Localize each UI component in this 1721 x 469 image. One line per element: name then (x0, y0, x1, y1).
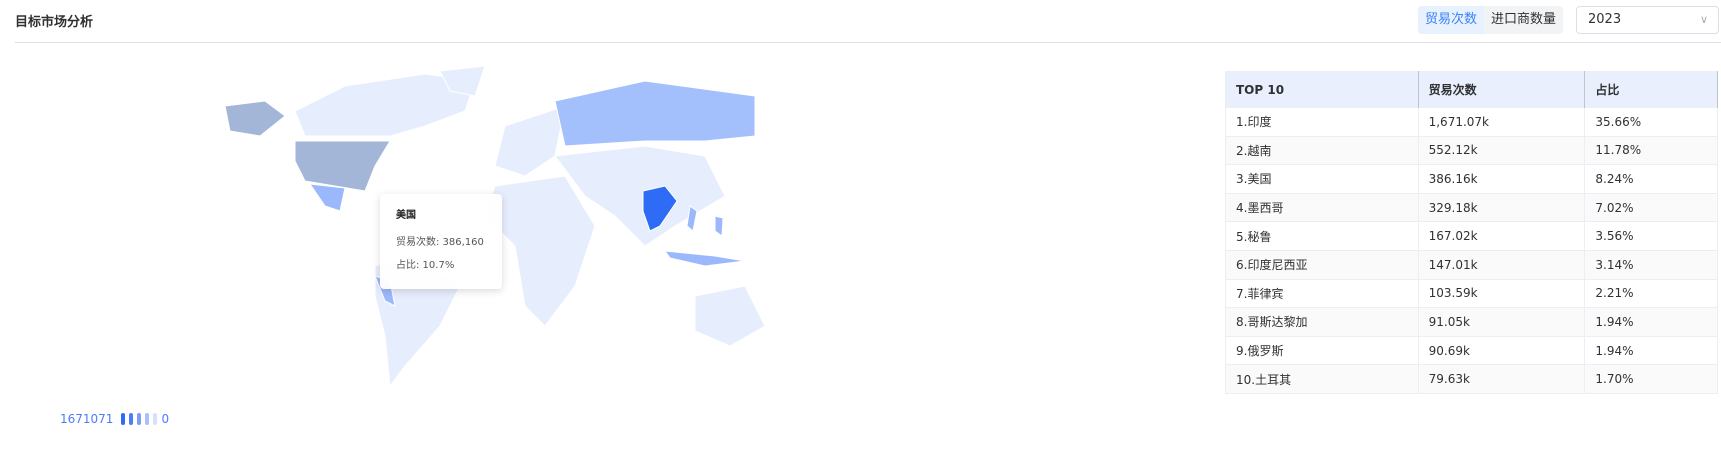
cell-trade-count: 79.63k (1418, 364, 1586, 394)
map-asia (554, 145, 726, 247)
cell-trade-count: 329.18k (1418, 192, 1586, 222)
legend-max: 1671071 (60, 412, 114, 426)
table-row: 8.哥斯达黎加 91.05k 1.94% (1225, 307, 1718, 337)
legend-min: 0 (161, 412, 170, 426)
legend-bar[interactable] (153, 413, 158, 425)
cell-share: 1.70% (1584, 364, 1718, 394)
cell-share: 2.21% (1584, 278, 1718, 308)
year-select[interactable]: 2023 ∨ (1576, 6, 1719, 34)
metric-toggle: 贸易次数 进口商数量 (1418, 6, 1564, 34)
table-row: 4.墨西哥 329.18k 7.02% (1225, 192, 1718, 222)
map-alaska (225, 100, 286, 137)
chevron-down-icon: ∨ (1699, 13, 1708, 26)
cell-share: 8.24% (1584, 164, 1718, 194)
divider (15, 42, 1721, 43)
cell-country: 7.菲律宾 (1225, 278, 1419, 308)
table-row: 1.印度 1,671.07k 35.66% (1225, 107, 1718, 137)
table-row: 9.俄罗斯 90.69k 1.94% (1225, 335, 1718, 365)
legend-bar[interactable] (121, 413, 126, 425)
cell-country: 9.俄罗斯 (1225, 335, 1419, 365)
cell-country: 4.墨西哥 (1225, 192, 1419, 222)
map-indonesia (663, 250, 746, 267)
cell-trade-count: 103.59k (1418, 278, 1586, 308)
map-mexico (308, 183, 346, 212)
map-vietnam (686, 205, 698, 232)
cell-trade-count: 1,671.07k (1418, 107, 1586, 137)
year-value: 2023 (1588, 12, 1622, 27)
col-header-trade-count: 贸易次数 (1418, 71, 1586, 108)
visual-map-legend[interactable]: 1671071 0 (60, 412, 169, 426)
table-row: 2.越南 552.12k 11.78% (1225, 135, 1718, 165)
world-map (225, 66, 766, 388)
map-australia (694, 285, 766, 347)
cell-trade-count: 147.01k (1418, 249, 1586, 280)
map-russia (554, 80, 756, 147)
cell-trade-count: 91.05k (1418, 307, 1586, 337)
legend-bar[interactable] (137, 413, 142, 425)
legend-bar[interactable] (145, 413, 150, 425)
table-row: 7.菲律宾 103.59k 2.21% (1225, 278, 1718, 308)
tooltip-trade-count: 贸易次数: 386,160 (396, 237, 484, 248)
page-title: 目标市场分析 (15, 15, 94, 30)
cell-share: 1.94% (1584, 307, 1718, 337)
cell-trade-count: 386.16k (1418, 164, 1586, 194)
table-row: 10.土耳其 79.63k 1.70% (1225, 364, 1718, 394)
cell-country: 5.秘鲁 (1225, 221, 1419, 251)
tab-importer-count[interactable]: 进口商数量 (1491, 12, 1557, 27)
col-header-top10: TOP 10 (1225, 71, 1419, 108)
map-india (642, 185, 678, 232)
cell-country: 10.土耳其 (1225, 364, 1419, 394)
cell-share: 1.94% (1584, 335, 1718, 365)
map-tooltip: 美国 贸易次数: 386,160 占比: 10.7% (380, 194, 502, 289)
cell-country: 8.哥斯达黎加 (1225, 307, 1419, 337)
cell-country: 6.印度尼西亚 (1225, 249, 1419, 280)
table-row: 6.印度尼西亚 147.01k 3.14% (1225, 249, 1718, 280)
map-canada (294, 73, 476, 137)
tooltip-share: 占比: 10.7% (396, 260, 455, 271)
cell-share: 7.02% (1584, 192, 1718, 222)
cell-country: 1.印度 (1225, 107, 1419, 137)
cell-share: 11.78% (1584, 135, 1718, 165)
cell-trade-count: 552.12k (1418, 135, 1586, 165)
cell-share: 35.66% (1584, 107, 1718, 137)
cell-share: 3.14% (1584, 249, 1718, 280)
map-europe (494, 105, 566, 177)
cell-trade-count: 90.69k (1418, 335, 1586, 365)
cell-country: 3.美国 (1225, 164, 1419, 194)
map-philippines (714, 215, 724, 237)
cell-country: 2.越南 (1225, 135, 1419, 165)
table-row: 3.美国 386.16k 8.24% (1225, 164, 1718, 194)
tab-trade-count[interactable]: 贸易次数 (1418, 6, 1485, 34)
col-header-share: 占比 (1584, 71, 1718, 108)
top10-table: TOP 10 贸易次数 占比 1.印度 1,671.07k 35.66% 2.越南 55… (1225, 71, 1718, 394)
map-usa (294, 140, 391, 192)
map-greenland (439, 66, 486, 97)
cell-share: 3.56% (1584, 221, 1718, 251)
table-row: 5.秘鲁 167.02k 3.56% (1225, 221, 1718, 251)
cell-trade-count: 167.02k (1418, 221, 1586, 251)
tooltip-country: 美国 (396, 210, 416, 221)
legend-bar[interactable] (129, 413, 134, 425)
